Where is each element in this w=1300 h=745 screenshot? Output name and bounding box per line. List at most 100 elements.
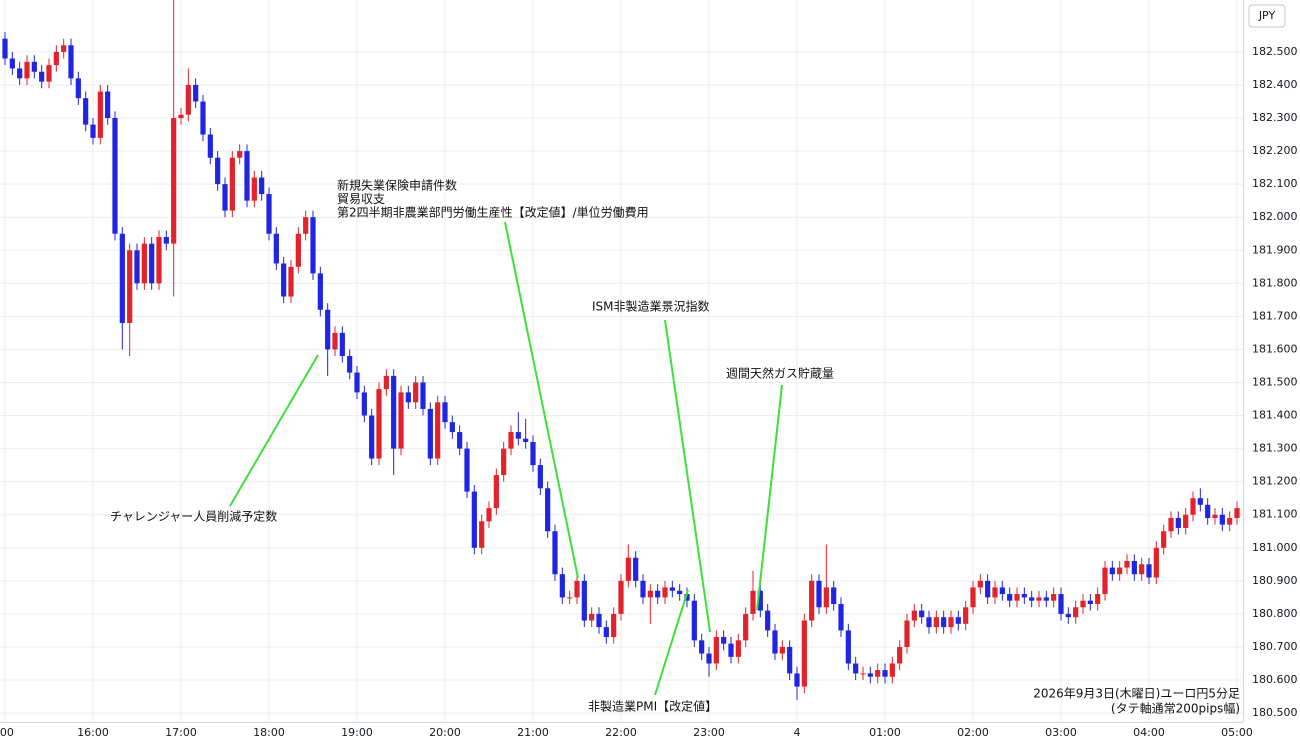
candle-body — [1065, 613, 1071, 618]
candle-body — [281, 263, 287, 297]
candle-body — [1212, 514, 1218, 519]
x-tick-label: :00 — [0, 726, 14, 739]
candle-body — [354, 372, 360, 393]
candle-body — [765, 610, 771, 631]
candle-body — [119, 233, 125, 323]
candle-body — [904, 620, 910, 647]
candle-body — [977, 580, 983, 588]
candle-body — [288, 266, 294, 297]
annotation-connector — [664, 319, 711, 633]
candle-body — [9, 58, 15, 69]
candle-body — [750, 590, 756, 614]
candle-body — [141, 243, 147, 284]
candle-body — [156, 237, 162, 284]
candle-body — [310, 217, 316, 274]
candle-body — [662, 587, 668, 598]
y-tick-label: 181.800 — [1252, 276, 1298, 289]
candle-body — [303, 217, 309, 234]
candle-body — [1146, 564, 1152, 578]
candle-body — [552, 531, 558, 575]
candle-body — [970, 587, 976, 608]
x-tick-label: 19:00 — [341, 726, 373, 739]
candle-body — [501, 448, 507, 476]
footnote: (タテ軸通常200pips幅) — [1111, 701, 1240, 716]
y-tick-label: 180.900 — [1252, 574, 1298, 587]
candle-body — [369, 415, 375, 459]
candle-body — [479, 521, 485, 548]
candle-body — [523, 438, 529, 442]
candle-body — [677, 590, 683, 595]
candle-body — [1014, 594, 1020, 601]
candle-body — [266, 194, 272, 234]
x-tick-label: 04:00 — [1133, 726, 1165, 739]
candle-body — [728, 643, 734, 657]
footnote: 2026年9月3日(木曜日)ユーロ円5分足 — [1033, 687, 1240, 701]
candle-body — [325, 309, 331, 350]
candle-body — [46, 65, 52, 82]
currency-badge[interactable] — [1248, 4, 1286, 28]
candle-body — [1087, 600, 1093, 604]
candle-body — [633, 557, 639, 581]
x-tick-label: 22:00 — [605, 726, 637, 739]
candle-body — [515, 432, 521, 439]
y-tick-label: 181.000 — [1252, 541, 1298, 554]
candle-body — [816, 580, 822, 608]
annotation-text: ISM非製造業景況指数 — [592, 299, 710, 314]
candle-body — [809, 580, 815, 621]
candle-body — [999, 587, 1005, 595]
annotation-connector — [229, 354, 319, 507]
x-tick-label: 20:00 — [429, 726, 461, 739]
candle-body — [457, 432, 463, 449]
x-tick-label: 18:00 — [253, 726, 285, 739]
x-tick-label: 17:00 — [165, 726, 197, 739]
annotation-text: 非製造業PMI【改定値】 — [588, 699, 717, 714]
y-tick-label: 181.300 — [1252, 442, 1298, 455]
candle-body — [867, 673, 873, 677]
x-tick-label: 21:00 — [517, 726, 549, 739]
candle-body — [713, 637, 719, 664]
candle-body — [992, 587, 998, 598]
candle-body — [317, 273, 323, 310]
x-tick-label: 05:00 — [1221, 726, 1253, 739]
candle-body — [391, 375, 397, 449]
y-tick-label: 181.500 — [1252, 375, 1298, 388]
candle-body — [134, 250, 140, 284]
candle-body — [1124, 561, 1130, 568]
candle-body — [853, 663, 859, 674]
candle-body — [1131, 561, 1137, 575]
candle-body — [90, 124, 96, 138]
y-tick-label: 181.400 — [1252, 409, 1298, 422]
candle-body — [112, 118, 118, 234]
candle-body — [589, 613, 595, 621]
candle-body — [948, 617, 954, 628]
candle-body — [1175, 518, 1181, 528]
y-tick-label: 182.300 — [1252, 111, 1298, 124]
candle-body — [39, 71, 45, 82]
candle-body — [75, 78, 81, 99]
candle-body — [222, 184, 228, 211]
candle-body — [259, 177, 265, 195]
candle-body — [838, 603, 844, 631]
candle-body — [1007, 594, 1013, 601]
candle-body — [1117, 567, 1123, 575]
x-tick-label: 02:00 — [957, 726, 989, 739]
y-tick-label: 181.200 — [1252, 475, 1298, 488]
candle-body — [347, 356, 353, 373]
y-tick-label: 180.600 — [1252, 673, 1298, 686]
candle-body — [985, 580, 991, 598]
candle-body — [919, 610, 925, 618]
candle-body — [207, 134, 213, 158]
candle-body — [559, 574, 565, 598]
candle-body — [435, 402, 441, 459]
candle-body — [449, 422, 455, 433]
candle-body — [611, 613, 617, 638]
candle-body — [237, 151, 243, 158]
candle-body — [787, 646, 793, 674]
y-tick-label: 182.500 — [1252, 45, 1298, 58]
candle-body — [1197, 498, 1203, 505]
candle-body — [743, 613, 749, 641]
candle-body — [1021, 594, 1027, 598]
annotation-connector — [756, 384, 783, 611]
candle-body — [427, 408, 433, 459]
currency-label: JPY — [1258, 9, 1276, 22]
